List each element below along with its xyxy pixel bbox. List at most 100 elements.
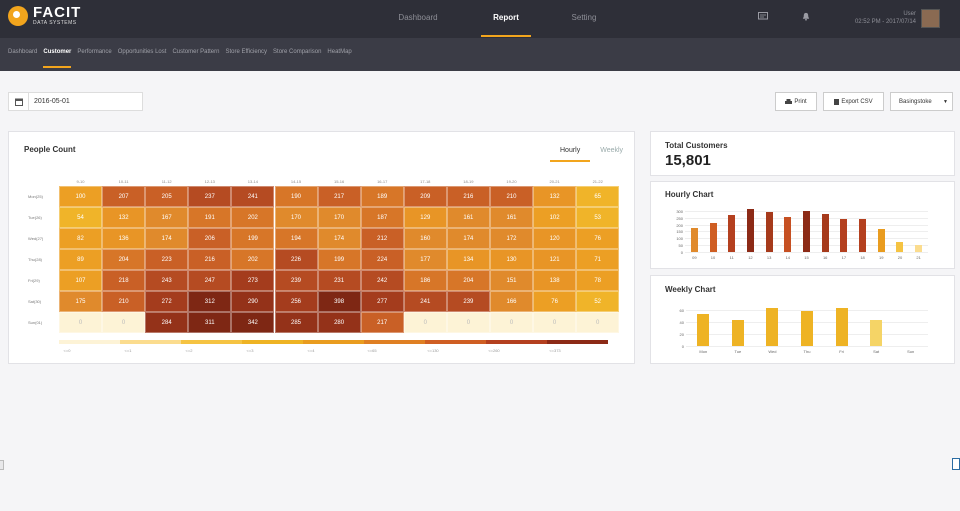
subnav-item-heatmap[interactable]: HeatMap (327, 49, 352, 55)
heatmap-cell[interactable]: 53 (576, 207, 620, 228)
heatmap-cell[interactable]: 312 (188, 291, 232, 312)
chart-bar[interactable] (801, 311, 813, 346)
print-button[interactable]: Print (775, 92, 817, 111)
heatmap-cell[interactable]: 172 (490, 228, 533, 249)
heatmap-cell[interactable]: 78 (576, 270, 620, 291)
heatmap-cell[interactable]: 0 (102, 312, 146, 333)
store-select[interactable]: Basingstoke ▼ (890, 92, 953, 111)
chart-bar[interactable] (835, 307, 848, 346)
heatmap-cell[interactable]: 237 (188, 186, 232, 207)
chart-bar[interactable] (766, 308, 779, 346)
heatmap-cell[interactable]: 130 (490, 249, 533, 270)
heatmap-cell[interactable]: 209 (403, 186, 447, 207)
heatmap-cell[interactable]: 199 (317, 249, 361, 270)
heatmap-cell[interactable]: 231 (317, 270, 361, 291)
chart-bar[interactable] (877, 229, 885, 252)
heatmap-cell[interactable]: 290 (231, 291, 275, 312)
heatmap-cell[interactable]: 242 (360, 270, 404, 291)
heatmap-cell[interactable]: 284 (145, 312, 189, 333)
heatmap-cell[interactable]: 241 (231, 186, 275, 207)
heatmap-cell[interactable]: 218 (102, 270, 146, 291)
heatmap-cell[interactable]: 76 (533, 291, 577, 312)
chart-bar[interactable] (731, 319, 744, 346)
heatmap-cell[interactable]: 0 (533, 312, 577, 333)
heatmap-cell[interactable]: 311 (188, 312, 232, 333)
heatmap-cell[interactable]: 205 (145, 186, 189, 207)
bell-icon[interactable] (801, 12, 811, 21)
heatmap-cell[interactable]: 206 (188, 228, 232, 249)
subnav-item-customer[interactable]: Customer (43, 38, 72, 68)
heatmap-cell[interactable]: 132 (102, 207, 146, 228)
date-input[interactable] (29, 93, 139, 110)
heatmap-cell[interactable]: 107 (59, 270, 102, 291)
chart-bar[interactable] (915, 244, 923, 252)
heatmap-cell[interactable]: 191 (188, 207, 232, 228)
subnav-item-opportunities-lost[interactable]: Opportunities Lost (117, 49, 167, 55)
heatmap-cell[interactable]: 243 (145, 270, 189, 291)
heatmap-cell[interactable]: 174 (317, 228, 361, 249)
calendar-icon[interactable] (14, 98, 23, 106)
date-picker[interactable] (8, 92, 143, 111)
heatmap-cell[interactable]: 239 (446, 291, 490, 312)
tab-hourly[interactable]: Hourly (550, 145, 591, 162)
heatmap-cell[interactable]: 216 (188, 249, 232, 270)
chart-bar[interactable] (765, 212, 773, 252)
heatmap-cell[interactable]: 0 (446, 312, 490, 333)
nav-report[interactable]: Report (481, 0, 531, 37)
heatmap-cell[interactable]: 224 (360, 249, 404, 270)
heatmap-cell[interactable]: 0 (490, 312, 533, 333)
chart-bar[interactable] (746, 209, 754, 252)
chart-bar[interactable] (709, 223, 717, 252)
chat-icon[interactable] (758, 12, 768, 21)
heatmap-cell[interactable]: 212 (360, 228, 404, 249)
heatmap-cell[interactable]: 187 (360, 207, 404, 228)
heatmap-cell[interactable]: 342 (231, 312, 275, 333)
heatmap-cell[interactable]: 161 (446, 207, 490, 228)
heatmap-cell[interactable]: 223 (145, 249, 189, 270)
heatmap-cell[interactable]: 204 (102, 249, 146, 270)
heatmap-cell[interactable]: 202 (231, 207, 275, 228)
heatmap-cell[interactable]: 0 (59, 312, 102, 333)
chart-bar[interactable] (697, 314, 710, 346)
heatmap-cell[interactable]: 217 (360, 312, 404, 333)
heatmap-cell[interactable]: 132 (533, 186, 577, 207)
heatmap-cell[interactable]: 177 (403, 249, 447, 270)
tab-weekly[interactable]: Weekly (600, 147, 624, 154)
chart-bar[interactable] (690, 227, 698, 252)
heatmap-cell[interactable]: 273 (231, 270, 275, 291)
heatmap-cell[interactable]: 216 (446, 186, 490, 207)
heatmap-cell[interactable]: 161 (490, 207, 533, 228)
chart-bar[interactable] (870, 320, 883, 346)
heatmap-cell[interactable]: 170 (274, 207, 318, 228)
heatmap-cell[interactable]: 202 (231, 249, 275, 270)
heatmap-cell[interactable]: 226 (274, 249, 318, 270)
subnav-item-store-efficiency[interactable]: Store Efficiency (225, 49, 268, 55)
heatmap-cell[interactable]: 65 (576, 186, 620, 207)
brand-logo[interactable]: FACIT DATA SYSTEMS (8, 5, 81, 26)
heatmap-cell[interactable]: 186 (403, 270, 447, 291)
nav-dashboard[interactable]: Dashboard (398, 13, 438, 22)
heatmap-cell[interactable]: 167 (145, 207, 189, 228)
chart-bar[interactable] (728, 214, 736, 252)
heatmap-cell[interactable]: 54 (59, 207, 102, 228)
heatmap-cell[interactable]: 256 (274, 291, 318, 312)
chart-bar[interactable] (821, 213, 829, 252)
heatmap-cell[interactable]: 189 (360, 186, 404, 207)
subnav-item-dashboard[interactable]: Dashboard (8, 49, 38, 55)
heatmap-cell[interactable]: 277 (360, 291, 404, 312)
heatmap-cell[interactable]: 190 (274, 186, 318, 207)
subnav-item-customer-pattern[interactable]: Customer Pattern (172, 49, 220, 55)
heatmap-cell[interactable]: 239 (274, 270, 318, 291)
heatmap-cell[interactable]: 121 (533, 249, 577, 270)
chart-bar[interactable] (859, 219, 867, 252)
heatmap-cell[interactable]: 0 (403, 312, 447, 333)
heatmap-cell[interactable]: 138 (533, 270, 577, 291)
chart-bar[interactable] (840, 218, 848, 252)
heatmap-cell[interactable]: 207 (102, 186, 146, 207)
heatmap-cell[interactable]: 217 (317, 186, 361, 207)
heatmap-cell[interactable]: 151 (490, 270, 533, 291)
export-csv-button[interactable]: Export CSV (823, 92, 884, 111)
heatmap-cell[interactable]: 0 (576, 312, 620, 333)
heatmap-cell[interactable]: 100 (59, 186, 102, 207)
heatmap-cell[interactable]: 285 (274, 312, 318, 333)
